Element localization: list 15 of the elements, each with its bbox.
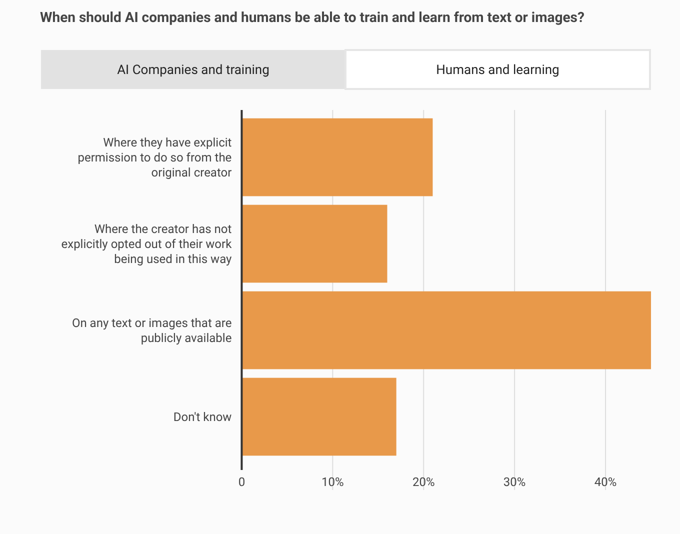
y-tick-label: Where the creator has not explicitly opted out of their work being used in this way	[61, 222, 233, 266]
bar	[242, 291, 651, 370]
bar	[242, 204, 388, 283]
tab-bar: AI Companies and training Humans and learning	[41, 49, 651, 90]
y-tick-label: Where they have explicit permission to do so from the original creator	[78, 135, 232, 180]
chart-title: When should AI companies and humans be able to train and learn from text or images?	[40, 10, 584, 26]
x-tick-label: 30%	[503, 475, 526, 489]
x-tick-label: 10%	[322, 475, 344, 489]
x-tick-label: 20%	[412, 475, 435, 489]
bar	[242, 118, 433, 196]
y-tick-label: Don't know	[173, 410, 232, 424]
x-tick-label: 0	[238, 475, 246, 489]
bar	[242, 378, 396, 456]
y-tick-label: On any text or images that are publicly available	[72, 316, 232, 345]
x-tick-label: 40%	[594, 475, 617, 489]
